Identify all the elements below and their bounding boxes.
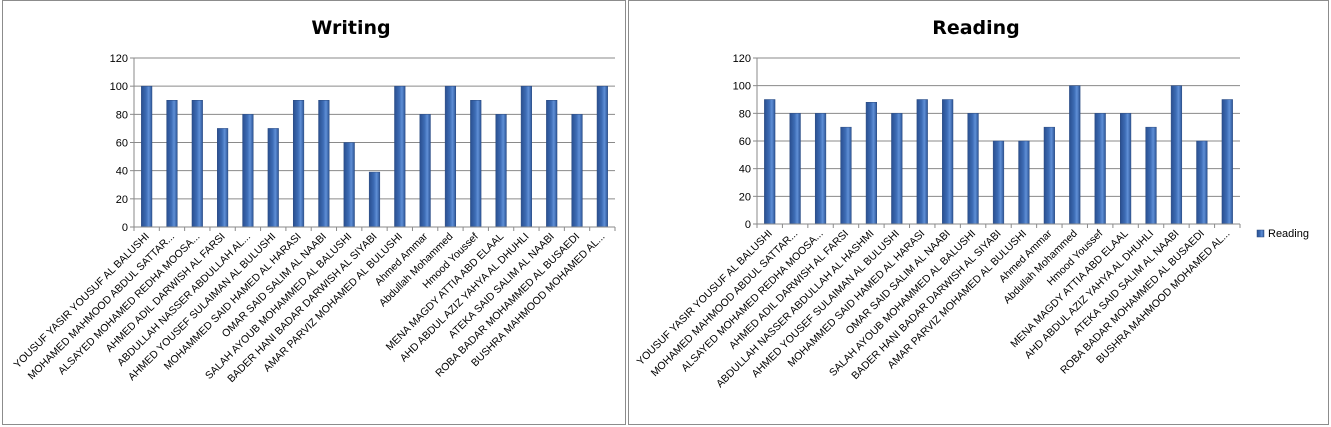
reading-bar — [814, 113, 827, 225]
writing-bar — [470, 100, 482, 228]
reading-bar — [967, 113, 979, 225]
reading-bar — [1196, 140, 1208, 225]
reading-bar — [1120, 113, 1132, 225]
writing-bar — [546, 100, 558, 228]
writing-bar — [495, 114, 507, 228]
reading-legend-label: Reading — [1268, 228, 1309, 240]
writing-bar — [571, 114, 583, 228]
writing-bar — [394, 85, 406, 228]
writing-chart-panel: Writing 0 20 40 60 80 100 120 YOUSUF YASIR YOUSU… — [2, 0, 626, 425]
writing-bar — [343, 142, 355, 228]
reading-y-tick-label: 60 — [739, 136, 751, 148]
reading-bar — [1018, 140, 1030, 225]
writing-y-tick-label: 40 — [116, 166, 128, 178]
writing-y-tick-label: 20 — [116, 194, 128, 206]
writing-bar — [191, 100, 203, 228]
writing-bar — [292, 100, 305, 228]
reading-bar — [865, 102, 877, 225]
reading-y-tick-label: 20 — [739, 191, 751, 203]
writing-bar — [368, 171, 381, 228]
reading-chart-title: Reading — [932, 17, 1020, 39]
reading-bar — [1221, 99, 1233, 225]
writing-chart-title: Writing — [311, 17, 390, 39]
writing-bar — [520, 85, 532, 228]
reading-bar — [916, 99, 928, 225]
writing-bar — [318, 100, 330, 228]
writing-bar — [267, 128, 279, 228]
writing-bar — [217, 128, 229, 228]
reading-chart-panel: Reading 0 20 40 60 80 100 120 YOUSUF YASIR YOUSU… — [628, 0, 1329, 425]
reading-bar — [1094, 113, 1106, 225]
reading-y-tick-label: 120 — [733, 53, 751, 65]
writing-bar — [419, 114, 431, 228]
writing-bar — [166, 100, 178, 228]
writing-bar — [141, 85, 153, 228]
reading-bar — [840, 126, 852, 225]
reading-bar — [1170, 85, 1183, 225]
writing-y-tick-label: 60 — [116, 138, 128, 150]
reading-bar — [1043, 126, 1055, 225]
writing-bar — [444, 85, 457, 228]
reading-bar — [764, 99, 776, 225]
writing-y-tick-label: 80 — [116, 109, 128, 121]
writing-y-tick-label: 0 — [122, 222, 128, 234]
writing-bar — [242, 114, 254, 228]
reading-y-tick-label: 40 — [739, 164, 751, 176]
reading-bar — [789, 113, 801, 225]
reading-bar — [1069, 85, 1081, 225]
reading-y-tick-label: 0 — [745, 219, 751, 231]
reading-bar — [942, 99, 954, 225]
reading-bar — [1145, 126, 1157, 225]
writing-y-tick-label: 100 — [110, 81, 128, 93]
reading-y-tick-label: 100 — [733, 81, 751, 93]
reading-bar — [992, 140, 1005, 225]
reading-y-tick-label: 80 — [739, 108, 751, 120]
reading-legend-swatch — [1256, 229, 1265, 238]
writing-bar — [596, 85, 608, 228]
writing-y-tick-label: 120 — [110, 53, 128, 65]
reading-bar — [891, 113, 903, 225]
